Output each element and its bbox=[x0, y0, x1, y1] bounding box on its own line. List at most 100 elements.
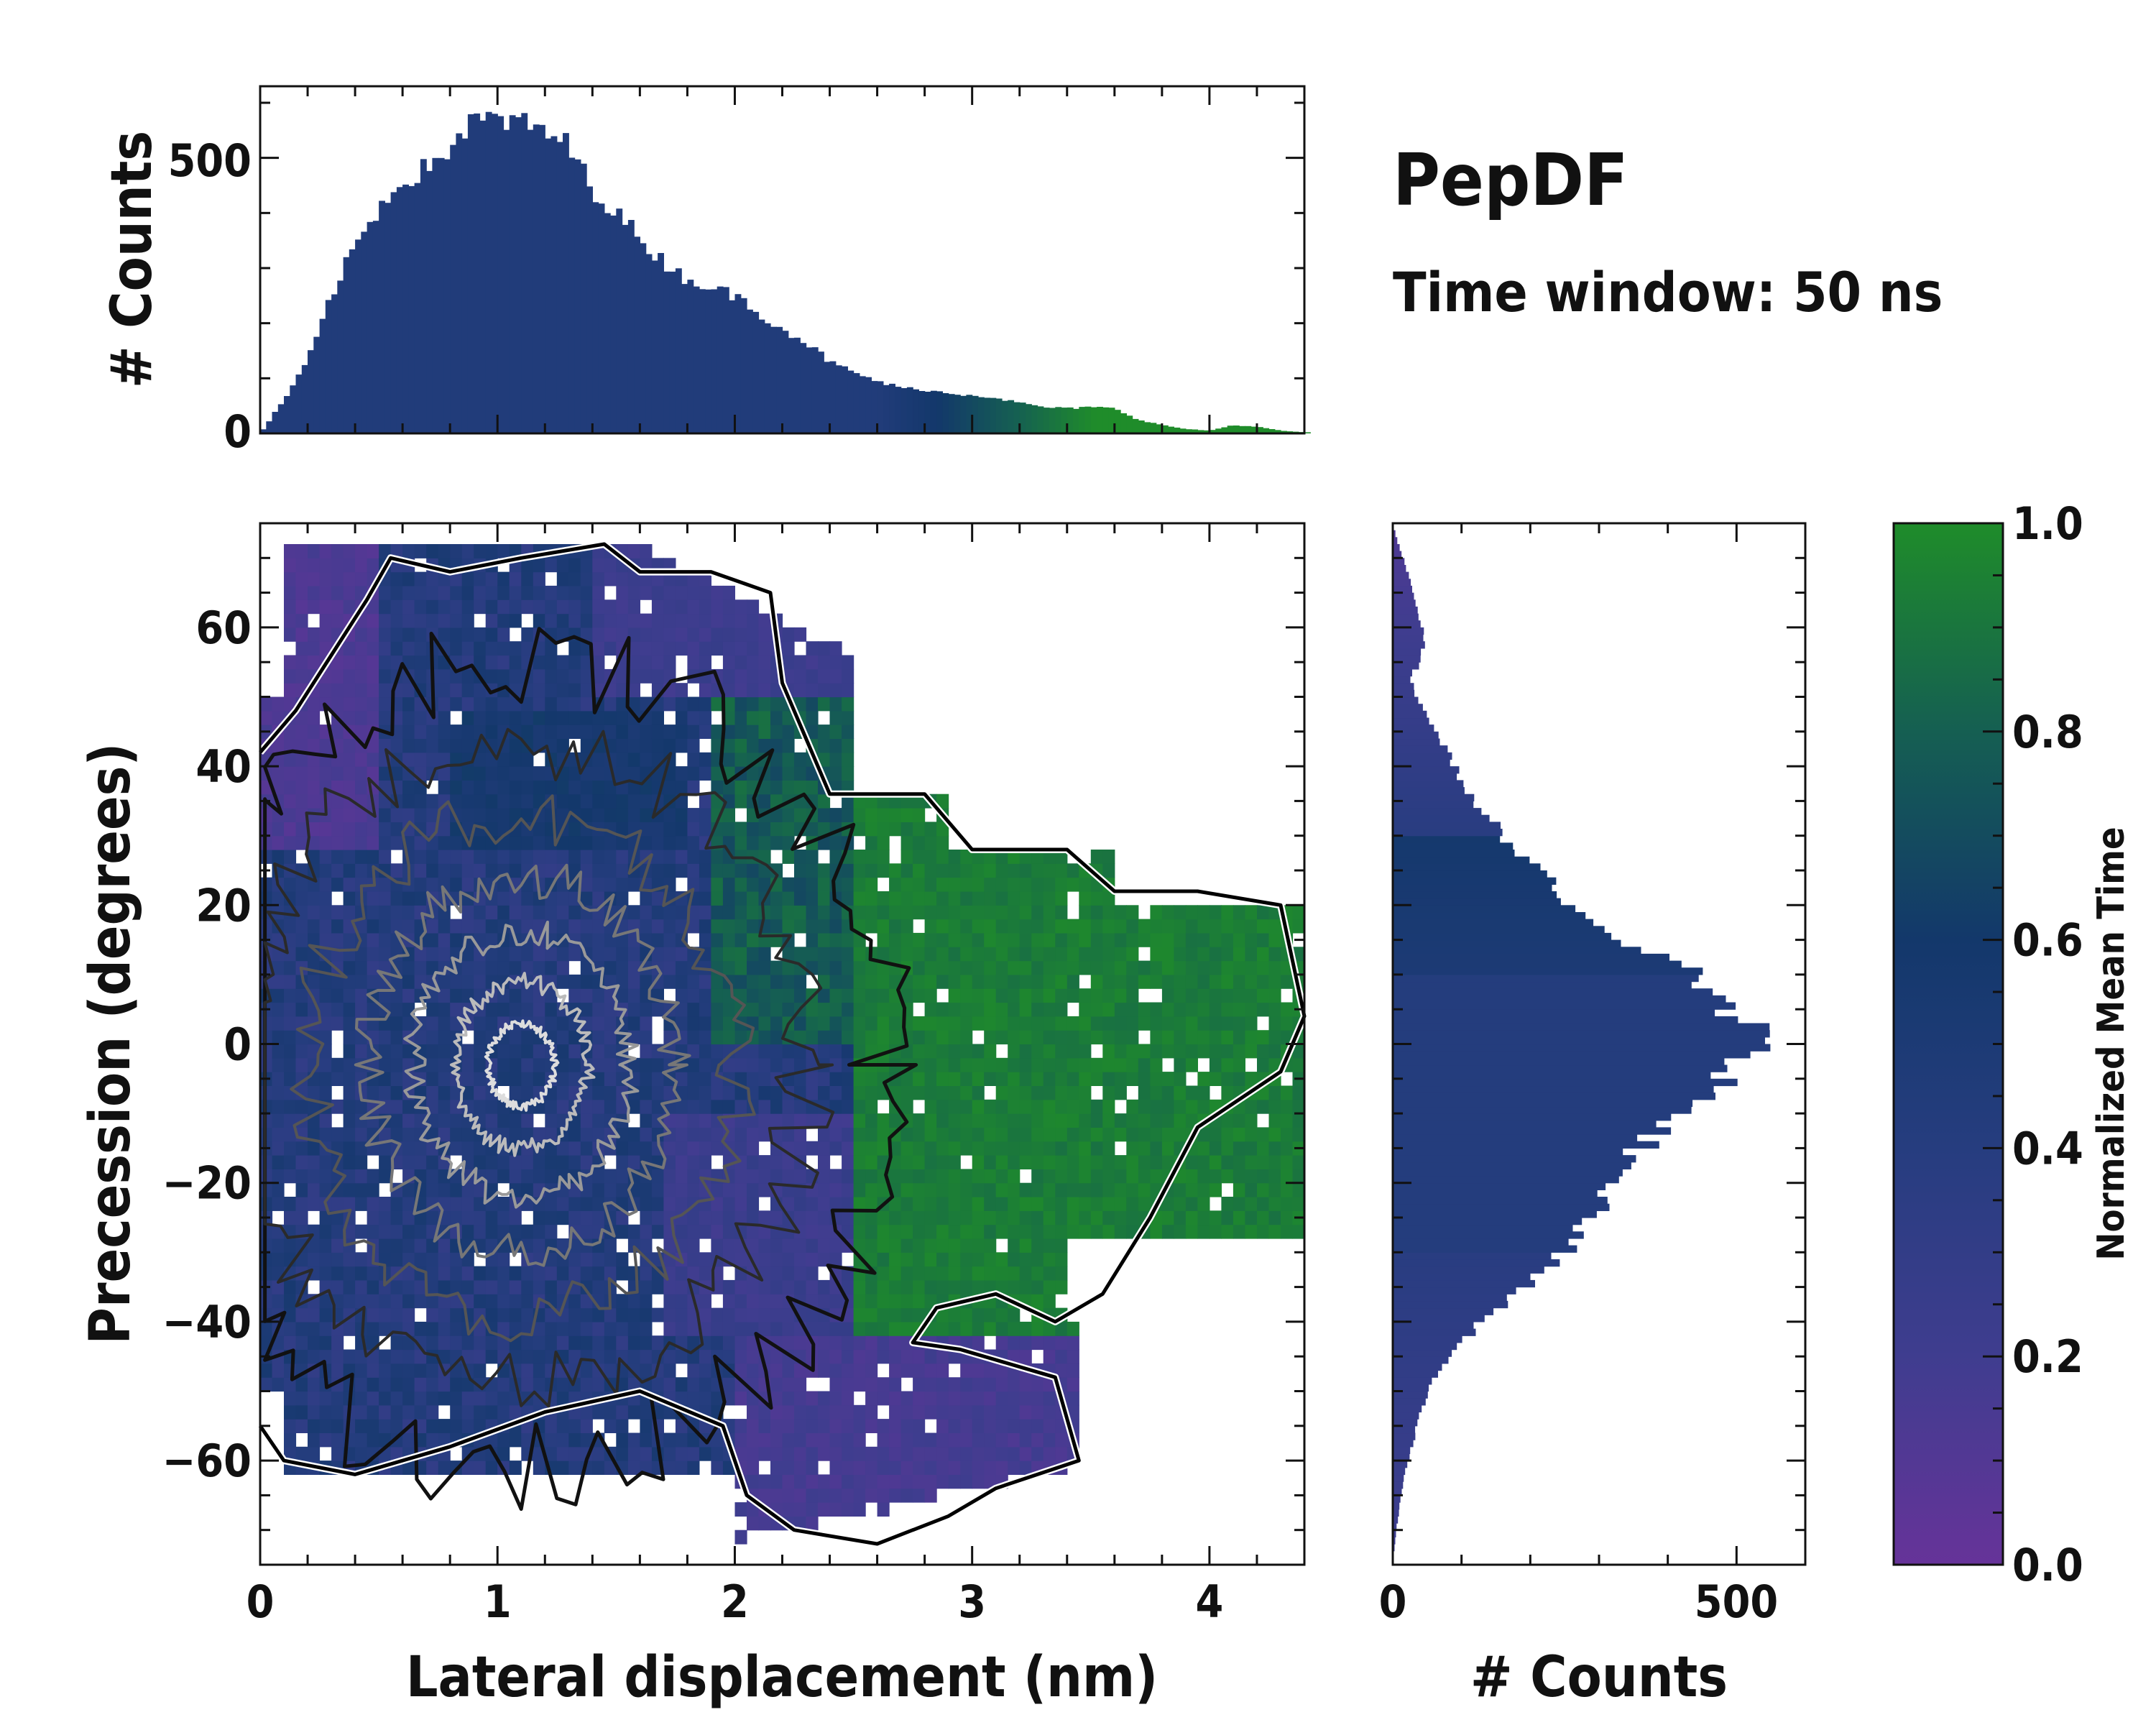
heatmap-cell bbox=[568, 919, 581, 934]
heatmap-cell bbox=[640, 738, 653, 753]
heatmap-cell bbox=[461, 1391, 474, 1406]
heatmap-cell bbox=[450, 1335, 463, 1351]
heatmap-cell bbox=[331, 808, 344, 822]
y-tick-label: 60 bbox=[195, 602, 252, 654]
heatmap-cell bbox=[747, 947, 760, 962]
heatmap-cell bbox=[295, 1391, 308, 1406]
heatmap-cell bbox=[1043, 947, 1056, 962]
heatmap-cell bbox=[782, 1488, 795, 1503]
top-histogram-bar bbox=[556, 142, 563, 433]
heatmap-cell bbox=[842, 1169, 854, 1184]
heatmap-cell bbox=[675, 585, 688, 600]
heatmap-cell bbox=[675, 1155, 688, 1169]
heatmap-cell bbox=[913, 891, 926, 906]
heatmap-cell bbox=[414, 794, 427, 809]
heatmap-cell bbox=[972, 1210, 985, 1225]
right-histogram-bar bbox=[1393, 835, 1501, 843]
right-histogram-bar bbox=[1393, 1231, 1584, 1239]
heatmap-cell bbox=[1126, 1182, 1139, 1197]
heatmap-cell bbox=[355, 1419, 368, 1433]
heatmap-cell bbox=[331, 1252, 344, 1267]
heatmap-cell bbox=[1161, 974, 1174, 989]
heatmap-cell bbox=[829, 1460, 842, 1475]
heatmap-cell bbox=[1055, 1099, 1068, 1114]
heatmap-cell bbox=[960, 1474, 973, 1489]
heatmap-cell bbox=[1114, 919, 1127, 934]
heatmap-cell bbox=[711, 627, 724, 642]
heatmap-cell bbox=[284, 1155, 297, 1169]
heatmap-cell bbox=[1067, 1335, 1079, 1351]
heatmap-cell bbox=[521, 863, 534, 878]
heatmap-cell bbox=[355, 988, 368, 1003]
heatmap-cell bbox=[1102, 905, 1115, 920]
top-histogram-bar bbox=[402, 184, 409, 433]
top-histogram-bar bbox=[842, 366, 848, 433]
heatmap-cell bbox=[509, 988, 522, 1003]
heatmap-cell bbox=[758, 835, 771, 850]
heatmap-cell bbox=[640, 1238, 653, 1253]
heatmap-cell bbox=[722, 655, 735, 670]
heatmap-cell bbox=[355, 780, 368, 795]
heatmap-cell bbox=[343, 1016, 356, 1031]
heatmap-cell bbox=[450, 932, 463, 947]
heatmap-cell bbox=[390, 808, 403, 822]
heatmap-cell bbox=[687, 724, 700, 739]
heatmap-cell bbox=[497, 655, 510, 670]
heatmap-cell bbox=[627, 655, 640, 670]
heatmap-cell bbox=[853, 947, 866, 962]
heatmap-cell bbox=[343, 696, 356, 712]
heatmap-cell bbox=[936, 1307, 949, 1322]
heatmap-cell bbox=[284, 1030, 297, 1045]
heatmap-cell bbox=[1043, 1169, 1056, 1184]
heatmap-cell bbox=[924, 988, 937, 1003]
heatmap-cell bbox=[640, 1404, 653, 1420]
heatmap-cell bbox=[699, 696, 711, 712]
heatmap-cell bbox=[794, 1419, 807, 1433]
heatmap-cell bbox=[272, 1057, 285, 1072]
heatmap-cell bbox=[355, 822, 368, 837]
heatmap-cell bbox=[877, 1377, 890, 1392]
chart-subtitle: Time window: 50 ns bbox=[1393, 260, 1943, 324]
heatmap-cell bbox=[960, 1377, 973, 1392]
heatmap-cell bbox=[284, 696, 297, 712]
heatmap-cell bbox=[865, 1238, 878, 1253]
heatmap-cell bbox=[747, 1224, 760, 1239]
heatmap-cell bbox=[1257, 974, 1270, 989]
heatmap-cell bbox=[818, 905, 831, 920]
heatmap-cell bbox=[936, 822, 949, 837]
heatmap-cell bbox=[497, 794, 510, 809]
heatmap-cell bbox=[367, 766, 379, 781]
right-histogram-bar bbox=[1393, 1398, 1426, 1406]
heatmap-cell bbox=[367, 850, 379, 864]
heatmap-cell bbox=[390, 891, 403, 906]
heatmap-cell bbox=[604, 835, 617, 850]
heatmap-cell bbox=[651, 1085, 664, 1100]
heatmap-cell bbox=[474, 1266, 487, 1281]
heatmap-cell bbox=[1079, 1197, 1092, 1211]
heatmap-cell bbox=[687, 585, 700, 600]
heatmap-cell bbox=[592, 1016, 605, 1031]
heatmap-cell bbox=[960, 1446, 973, 1461]
heatmap-cell bbox=[1174, 1210, 1187, 1225]
heatmap-cell bbox=[474, 919, 487, 934]
heatmap-cell bbox=[1055, 905, 1068, 920]
heatmap-cell bbox=[1197, 1044, 1210, 1059]
heatmap-cell bbox=[556, 1141, 569, 1156]
heatmap-cell bbox=[782, 1113, 795, 1128]
heatmap-cell bbox=[497, 1446, 510, 1461]
heatmap-cell bbox=[747, 599, 760, 615]
heatmap-cell bbox=[533, 1044, 545, 1059]
heatmap-cell bbox=[1150, 1113, 1163, 1128]
heatmap-cell bbox=[829, 1446, 842, 1461]
heatmap-cell bbox=[711, 877, 724, 892]
heatmap-cell bbox=[355, 1141, 368, 1156]
heatmap-cell bbox=[367, 655, 379, 670]
heatmap-cell bbox=[1185, 1182, 1198, 1197]
heatmap-cell bbox=[604, 794, 617, 809]
heatmap-cell bbox=[806, 1002, 819, 1017]
heatmap-cell bbox=[1090, 1002, 1103, 1017]
heatmap-cell bbox=[308, 794, 321, 809]
heatmap-cell bbox=[1209, 1224, 1222, 1239]
heatmap-cell bbox=[1114, 1002, 1127, 1017]
heatmap-cell bbox=[1031, 932, 1044, 947]
